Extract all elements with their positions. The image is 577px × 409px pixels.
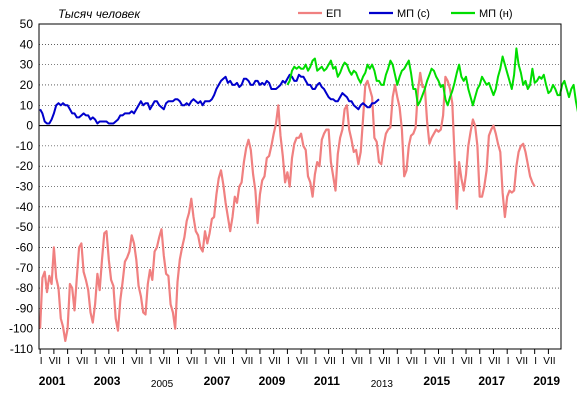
x-year-label: 2007	[204, 374, 231, 388]
x-tick-label: VII	[488, 356, 500, 367]
y-tick-label: 20	[20, 78, 34, 92]
x-year-label: 2019	[533, 374, 560, 388]
x-tick-label: I	[95, 356, 98, 367]
x-tick-label: VII	[378, 356, 390, 367]
x-year-label: 2017	[478, 374, 505, 388]
x-tick-label: VII	[241, 356, 253, 367]
x-tick-label: I	[314, 356, 317, 367]
y-tick-label: -30	[16, 180, 34, 194]
y-tick-label: -20	[16, 159, 34, 173]
y-tick-label: -80	[16, 281, 34, 295]
x-tick-label: VII	[406, 356, 418, 367]
x-year-label: 2003	[94, 374, 121, 388]
x-tick-label: I	[260, 356, 263, 367]
series-line-3	[286, 47, 577, 113]
legend-label: ЕП	[326, 8, 341, 20]
y-tick-label: 30	[20, 58, 34, 72]
x-tick-label: VII	[186, 356, 198, 367]
x-tick-label: I	[507, 356, 510, 367]
series-group	[39, 47, 577, 342]
x-year-label: 2015	[423, 374, 450, 388]
x-tick-label: I	[287, 356, 290, 367]
x-tick-label: I	[150, 356, 153, 367]
x-tick-label: VII	[159, 356, 171, 367]
x-tick-label: VII	[543, 356, 555, 367]
x-tick-label: VII	[49, 356, 61, 367]
x-year-label: 2013	[371, 379, 394, 390]
x-tick-label: I	[452, 356, 455, 367]
x-tick-label: I	[369, 356, 372, 367]
x-tick-label: I	[479, 356, 482, 367]
y-tick-label: 0	[26, 119, 33, 133]
x-tick-label: VII	[461, 356, 473, 367]
x-tick-label: VII	[76, 356, 88, 367]
x-tick-label: VII	[131, 356, 143, 367]
x-tick-label: VII	[214, 356, 226, 367]
y-tick-label: -100	[9, 322, 33, 336]
y-tick-label: -10	[16, 139, 34, 153]
x-tick-label: I	[232, 356, 235, 367]
x-tick-label: I	[534, 356, 537, 367]
x-tick-label: I	[67, 356, 70, 367]
x-tick-label: VII	[269, 356, 281, 367]
x-axis-ticks: I VII I VII I VII I VII I VII I VII I VII I VII I VII I VII…	[39, 349, 556, 367]
x-tick-label: VII	[104, 356, 116, 367]
x-tick-label: I	[424, 356, 427, 367]
x-year-label: 2009	[259, 374, 286, 388]
y-tick-label: -90	[16, 301, 34, 315]
x-year-label: 2001	[39, 374, 66, 388]
legend: ЕП МП (с) МП (н)	[298, 8, 513, 20]
x-tick-label: I	[177, 356, 180, 367]
x-tick-label: VII	[516, 356, 528, 367]
x-tick-label: I	[122, 356, 125, 367]
x-year-label: 2005	[151, 379, 174, 390]
legend-label: МП (с)	[397, 8, 430, 20]
y-tick-label: -40	[16, 200, 34, 214]
y-axis-ticks: -110-100-90-80-70-60-50-40-30-20-1001020…	[9, 17, 33, 356]
x-tick-label: VII	[351, 356, 363, 367]
x-tick-label: VII	[433, 356, 445, 367]
x-tick-label: VII	[324, 356, 336, 367]
legend-label: МП (н)	[479, 8, 513, 20]
y-tick-label: 40	[20, 37, 34, 51]
plot-border	[38, 23, 562, 350]
x-axis-year-labels: 2001 2003 2005 2007 2009 2011 2013 2015 2017 2019	[39, 374, 561, 390]
y-tick-label: -50	[16, 220, 34, 234]
series-line-1	[39, 71, 536, 342]
y-tick-label: -60	[16, 240, 34, 254]
unit-label: Тысяч человек	[58, 7, 141, 21]
x-tick-label: I	[205, 356, 208, 367]
x-tick-label: I	[40, 356, 43, 367]
y-tick-label: 10	[20, 98, 34, 112]
y-tick-label: 50	[20, 17, 34, 31]
y-tick-label: -110	[10, 342, 33, 356]
x-tick-label: I	[342, 356, 345, 367]
series-line-2	[39, 73, 380, 125]
x-year-label: 2011	[314, 374, 340, 388]
y-tick-label: -70	[16, 261, 34, 275]
x-tick-label: VII	[296, 356, 308, 367]
x-tick-label: I	[397, 356, 400, 367]
